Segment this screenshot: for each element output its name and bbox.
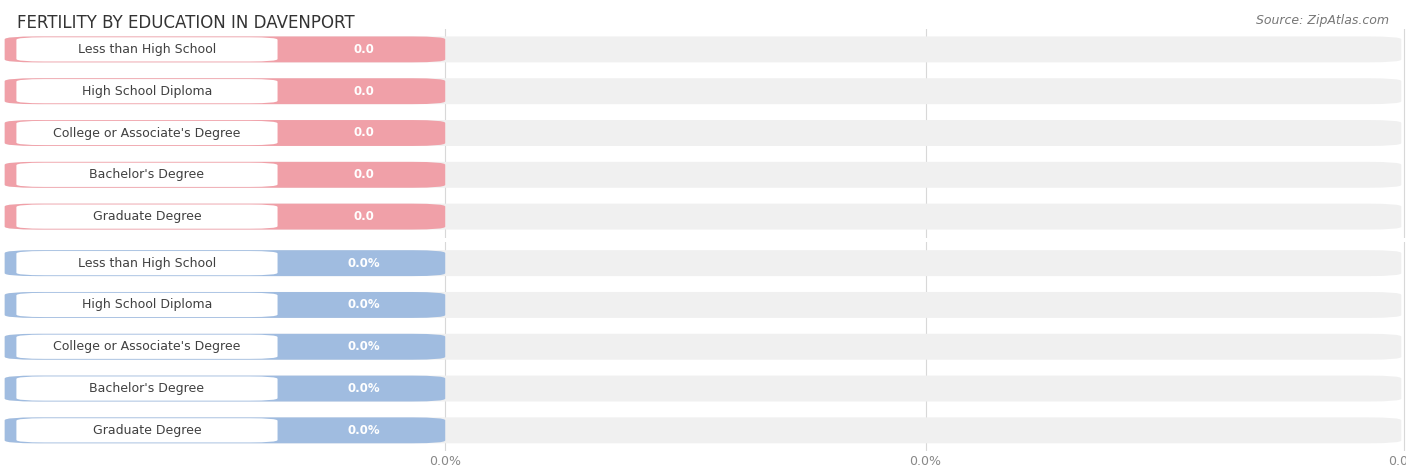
Text: Bachelor's Degree: Bachelor's Degree [90, 382, 204, 395]
FancyBboxPatch shape [4, 204, 1402, 229]
Text: College or Associate's Degree: College or Associate's Degree [53, 126, 240, 140]
Text: High School Diploma: High School Diploma [82, 298, 212, 312]
FancyBboxPatch shape [4, 78, 446, 104]
FancyBboxPatch shape [17, 121, 277, 145]
FancyBboxPatch shape [4, 37, 1402, 62]
Text: 0.0: 0.0 [353, 85, 374, 98]
FancyBboxPatch shape [4, 292, 446, 318]
Text: Source: ZipAtlas.com: Source: ZipAtlas.com [1256, 14, 1389, 27]
Text: 0.0%: 0.0% [347, 340, 380, 353]
FancyBboxPatch shape [4, 292, 1402, 318]
Text: 0.0: 0.0 [353, 126, 374, 140]
Text: College or Associate's Degree: College or Associate's Degree [53, 340, 240, 353]
FancyBboxPatch shape [17, 79, 277, 104]
Text: Bachelor's Degree: Bachelor's Degree [90, 168, 204, 181]
Text: 0.0%: 0.0% [347, 298, 380, 312]
Text: Graduate Degree: Graduate Degree [93, 424, 201, 437]
FancyBboxPatch shape [4, 162, 1402, 188]
Text: High School Diploma: High School Diploma [82, 85, 212, 98]
FancyBboxPatch shape [4, 120, 446, 146]
FancyBboxPatch shape [4, 162, 446, 188]
Text: 0.0: 0.0 [353, 43, 374, 56]
FancyBboxPatch shape [4, 376, 1402, 401]
FancyBboxPatch shape [17, 162, 277, 187]
FancyBboxPatch shape [4, 250, 446, 276]
Text: Graduate Degree: Graduate Degree [93, 210, 201, 223]
Text: 0.0%: 0.0% [347, 424, 380, 437]
FancyBboxPatch shape [4, 37, 446, 62]
FancyBboxPatch shape [4, 334, 1402, 360]
Text: 0.0%: 0.0% [347, 382, 380, 395]
Text: 0.0: 0.0 [353, 168, 374, 181]
FancyBboxPatch shape [17, 251, 277, 276]
FancyBboxPatch shape [4, 418, 1402, 443]
FancyBboxPatch shape [4, 418, 446, 443]
FancyBboxPatch shape [4, 78, 1402, 104]
FancyBboxPatch shape [17, 293, 277, 317]
FancyBboxPatch shape [17, 376, 277, 401]
FancyBboxPatch shape [4, 120, 1402, 146]
FancyBboxPatch shape [17, 37, 277, 62]
Text: FERTILITY BY EDUCATION IN DAVENPORT: FERTILITY BY EDUCATION IN DAVENPORT [17, 14, 354, 32]
FancyBboxPatch shape [17, 204, 277, 229]
Text: 0.0: 0.0 [353, 210, 374, 223]
FancyBboxPatch shape [4, 204, 446, 229]
Text: Less than High School: Less than High School [77, 256, 217, 270]
Text: Less than High School: Less than High School [77, 43, 217, 56]
FancyBboxPatch shape [17, 334, 277, 359]
FancyBboxPatch shape [4, 334, 446, 360]
FancyBboxPatch shape [4, 376, 446, 401]
FancyBboxPatch shape [17, 418, 277, 443]
FancyBboxPatch shape [4, 250, 1402, 276]
Text: 0.0%: 0.0% [347, 256, 380, 270]
